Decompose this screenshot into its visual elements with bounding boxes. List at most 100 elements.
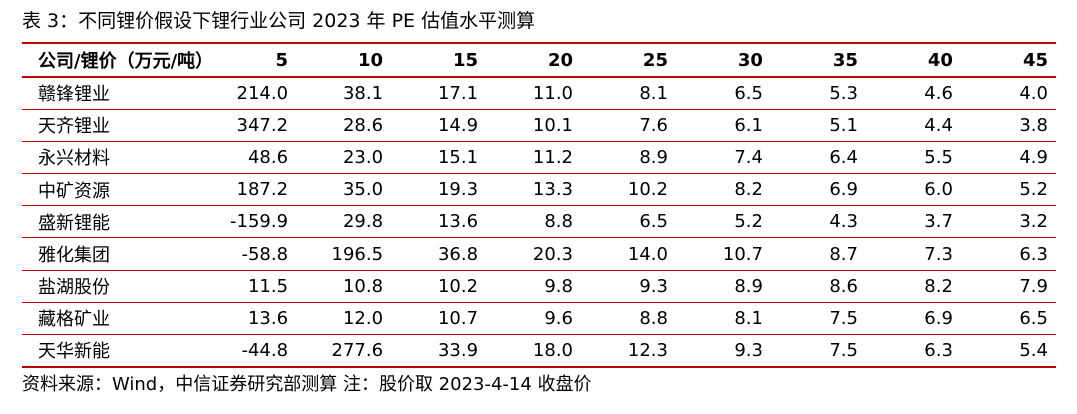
pe-value-cell: 14.0 [581,237,676,271]
pe-value-cell: 15.1 [391,141,487,175]
pe-value-cell: 5.2 [675,205,771,239]
table-caption: 表 3：不同锂价假设下锂行业公司 2023 年 PE 估值水平测算 [22,10,536,32]
pe-value-cell: 4.3 [770,205,866,239]
header-price-column: 35 [770,42,866,78]
header-price-column: 10 [296,42,392,78]
pe-value-cell: 5.2 [960,173,1056,207]
header-price-column: 45 [960,42,1056,78]
pe-value-cell: 20.3 [486,237,581,271]
pe-value-cell: 8.6 [770,270,866,303]
company-name-cell: 天齐锂业 [22,109,202,142]
pe-value-cell: 3.8 [960,109,1056,142]
pe-value-cell: 4.4 [865,109,961,142]
pe-value-cell: 12.0 [296,302,392,336]
pe-value-cell: 9.3 [675,334,771,368]
pe-value-cell: 214.0 [201,77,297,110]
table-row: 永兴材料 48.6 23.0 15.1 11.2 8.9 7.4 6.4 5.5 4.9 [22,141,1056,175]
pe-value-cell: 10.7 [675,237,771,271]
pe-value-cell: 7.9 [960,270,1056,303]
pe-value-cell: 33.9 [391,334,487,368]
pe-value-cell: 38.1 [296,77,392,110]
pe-value-cell: 10.7 [391,302,487,336]
pe-value-cell: 13.3 [486,173,581,207]
pe-value-cell: 12.3 [581,334,676,368]
pe-value-cell: 8.9 [581,141,676,175]
pe-value-cell: 8.8 [581,302,676,336]
pe-value-cell: -58.8 [201,237,297,271]
pe-value-cell: 187.2 [201,173,297,207]
pe-value-cell: 5.3 [770,77,866,110]
pe-value-cell: 8.8 [486,205,581,239]
header-row: 公司/锂价（万元/吨） 5 10 15 20 25 30 35 40 45 [22,42,1056,78]
pe-value-cell: 23.0 [296,141,392,175]
pe-value-cell: 6.3 [865,334,961,368]
pe-value-cell: 8.1 [581,77,676,110]
company-name-cell: 中矿资源 [22,173,202,207]
table-row: 藏格矿业 13.6 12.0 10.7 9.6 8.8 8.1 7.5 6.9 6.5 [22,302,1056,336]
table-row: 盛新锂能 -159.9 29.8 13.6 8.8 6.5 5.2 4.3 3.7 3.2 [22,205,1056,239]
pe-value-cell: 29.8 [296,205,392,239]
pe-value-cell: 5.4 [960,334,1056,368]
company-name-cell: 雅化集团 [22,237,202,271]
pe-value-cell: 6.5 [675,77,771,110]
pe-value-cell: 7.4 [675,141,771,175]
pe-value-cell: 17.1 [391,77,487,110]
pe-value-cell: 7.5 [770,302,866,336]
header-price-column: 25 [581,42,676,78]
pe-value-cell: 277.6 [296,334,392,368]
pe-value-cell: 6.9 [865,302,961,336]
pe-value-cell: 6.0 [865,173,961,207]
table-row: 中矿资源 187.2 35.0 19.3 13.3 10.2 8.2 6.9 6.0 5.2 [22,173,1056,207]
pe-value-cell: 9.6 [486,302,581,336]
pe-value-cell: 36.8 [391,237,487,271]
pe-value-cell: 6.5 [581,205,676,239]
pe-value-cell: 35.0 [296,173,392,207]
company-name-cell: 盐湖股份 [22,270,202,303]
pe-value-cell: 7.3 [865,237,961,271]
pe-value-cell: 11.0 [486,77,581,110]
company-name-cell: 藏格矿业 [22,302,202,336]
company-name-cell: 赣锋锂业 [22,77,202,110]
pe-value-cell: 14.9 [391,109,487,142]
pe-value-cell: 6.1 [675,109,771,142]
pe-value-cell: 196.5 [296,237,392,271]
pe-value-cell: 7.5 [770,334,866,368]
pe-value-cell: -44.8 [201,334,297,368]
table-row: 天齐锂业 347.2 28.6 14.9 10.1 7.6 6.1 5.1 4.4 3.8 [22,109,1056,142]
header-price-column: 40 [865,42,961,78]
pe-value-cell: 9.3 [581,270,676,303]
table-row: 盐湖股份 11.5 10.8 10.2 9.8 9.3 8.9 8.6 8.2 7.9 [22,270,1056,303]
pe-value-cell: 6.9 [770,173,866,207]
pe-value-cell: 3.2 [960,205,1056,239]
pe-value-cell: 19.3 [391,173,487,207]
pe-value-cell: 11.2 [486,141,581,175]
pe-value-cell: 9.8 [486,270,581,303]
pe-value-cell: 10.1 [486,109,581,142]
pe-value-cell: 18.0 [486,334,581,368]
pe-value-cell: 48.6 [201,141,297,175]
company-name-cell: 永兴材料 [22,141,202,175]
pe-value-cell: 6.3 [960,237,1056,271]
pe-value-cell: 3.7 [865,205,961,239]
pe-value-cell: 13.6 [391,205,487,239]
pe-value-cell: 6.4 [770,141,866,175]
table-header: 公司/锂价（万元/吨） 5 10 15 20 25 30 35 40 45 [22,42,1056,78]
header-price-column: 5 [201,42,297,78]
header-price-column: 15 [391,42,487,78]
pe-value-cell: 28.6 [296,109,392,142]
pe-value-cell: 5.5 [865,141,961,175]
pe-value-cell: 8.7 [770,237,866,271]
table-row: 赣锋锂业 214.0 38.1 17.1 11.0 8.1 6.5 5.3 4.6 4.0 [22,77,1056,110]
company-name-cell: 盛新锂能 [22,205,202,239]
pe-value-cell: 7.6 [581,109,676,142]
header-company-price-label: 公司/锂价（万元/吨） [22,42,213,78]
pe-value-cell: 8.2 [675,173,771,207]
pe-valuation-table-wrapper: 公司/锂价（万元/吨） 5 10 15 20 25 30 35 40 45 赣锋锂业 214.0 3… [22,42,1056,368]
company-name-cell: 天华新能 [22,334,202,368]
pe-value-cell: 8.1 [675,302,771,336]
pe-value-cell: 10.2 [391,270,487,303]
header-price-column: 20 [486,42,581,78]
pe-value-cell: 4.6 [865,77,961,110]
pe-value-cell: 6.5 [960,302,1056,336]
